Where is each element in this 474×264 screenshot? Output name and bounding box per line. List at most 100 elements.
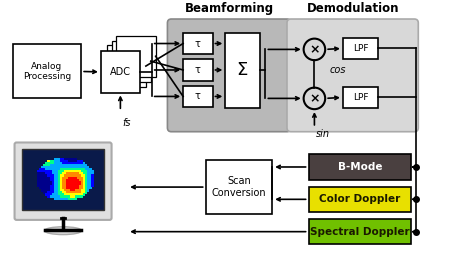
Bar xyxy=(52,179,54,181)
Bar xyxy=(58,177,60,179)
Bar xyxy=(56,158,58,160)
Bar xyxy=(64,166,66,168)
Bar xyxy=(56,187,58,190)
Bar xyxy=(58,172,60,175)
Bar xyxy=(73,175,75,177)
Bar xyxy=(52,172,54,175)
Bar xyxy=(77,160,79,162)
Bar xyxy=(85,166,87,168)
Bar xyxy=(46,168,48,171)
Bar xyxy=(111,41,151,82)
Bar xyxy=(73,185,75,187)
Bar xyxy=(46,183,48,185)
Bar xyxy=(74,158,77,160)
Bar xyxy=(58,170,60,173)
Bar xyxy=(66,168,69,171)
Bar xyxy=(73,193,75,196)
Bar xyxy=(83,172,85,175)
Bar xyxy=(54,195,56,198)
Bar xyxy=(85,168,87,171)
Bar xyxy=(77,181,79,183)
Bar xyxy=(74,185,77,187)
Bar xyxy=(41,172,44,175)
Bar xyxy=(60,185,62,187)
Bar xyxy=(52,177,54,179)
Bar xyxy=(79,168,81,171)
Bar xyxy=(58,181,60,183)
Bar xyxy=(39,183,41,185)
Bar xyxy=(41,166,44,168)
Bar xyxy=(49,170,52,173)
Bar xyxy=(77,193,79,196)
Bar xyxy=(60,158,62,160)
Bar xyxy=(70,177,73,179)
Bar xyxy=(52,183,54,185)
Bar xyxy=(58,183,60,185)
Bar xyxy=(77,172,79,175)
Bar xyxy=(60,187,62,190)
Bar xyxy=(79,170,81,173)
Bar xyxy=(49,168,52,171)
Bar xyxy=(49,179,52,181)
Bar xyxy=(58,197,60,200)
Bar xyxy=(68,179,71,181)
Bar xyxy=(91,181,93,183)
Bar xyxy=(70,172,73,175)
Bar xyxy=(13,45,81,98)
Bar xyxy=(73,168,75,171)
Bar xyxy=(43,172,46,175)
Bar xyxy=(60,193,62,196)
Bar xyxy=(64,185,66,187)
Bar xyxy=(77,168,79,171)
Bar xyxy=(73,191,75,194)
Bar xyxy=(43,168,46,171)
Bar xyxy=(39,177,41,179)
Bar xyxy=(87,172,90,175)
Bar xyxy=(47,175,50,177)
Bar xyxy=(66,191,69,194)
Bar xyxy=(64,181,66,183)
Bar xyxy=(85,172,87,175)
Bar xyxy=(85,170,87,173)
Bar xyxy=(64,175,66,177)
Bar xyxy=(46,164,48,166)
Bar xyxy=(62,160,64,162)
Bar xyxy=(62,166,64,168)
Text: Beamforming: Beamforming xyxy=(184,2,273,15)
Bar xyxy=(60,191,62,194)
Bar xyxy=(309,154,411,180)
Bar xyxy=(54,170,56,173)
Bar xyxy=(66,187,69,190)
Bar xyxy=(74,181,77,183)
Bar xyxy=(39,185,41,187)
Bar xyxy=(39,172,41,175)
Bar xyxy=(206,160,272,214)
Bar xyxy=(62,175,64,177)
Bar xyxy=(85,164,87,166)
Bar xyxy=(46,179,48,181)
Bar xyxy=(81,189,83,192)
Bar xyxy=(60,189,62,192)
Bar xyxy=(52,187,54,190)
Bar xyxy=(66,181,69,183)
Bar xyxy=(83,166,85,168)
Bar xyxy=(41,170,44,173)
Bar xyxy=(56,164,58,166)
Bar xyxy=(68,162,71,164)
Bar xyxy=(47,179,50,181)
Text: Spectral Doppler: Spectral Doppler xyxy=(310,227,410,237)
Bar xyxy=(79,195,81,198)
Bar xyxy=(81,168,83,171)
Bar xyxy=(64,164,66,166)
Text: Demodulation: Demodulation xyxy=(306,2,399,15)
Text: B-Mode: B-Mode xyxy=(338,162,382,172)
Bar xyxy=(74,175,77,177)
Bar xyxy=(47,193,50,196)
Bar xyxy=(79,166,81,168)
Bar xyxy=(89,170,91,173)
Bar xyxy=(46,185,48,187)
Bar xyxy=(81,191,83,194)
Bar xyxy=(66,160,69,162)
Bar xyxy=(52,170,54,173)
Bar xyxy=(54,187,56,190)
